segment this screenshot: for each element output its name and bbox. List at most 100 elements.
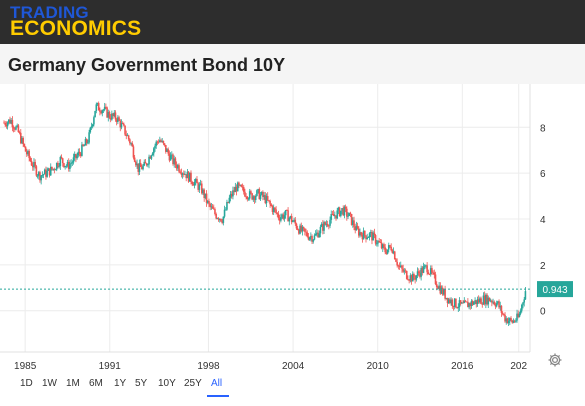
candle-body [482,295,485,305]
candle-body [435,284,438,287]
candle-body [316,232,318,235]
candle-body [94,110,96,118]
candle-body [323,222,325,231]
bond-yield-chart: 0.943 0 2 4 6 8 1985 1991 1998 2004 2010 2016 202 [0,84,573,372]
candle-body [405,270,408,279]
candle-body [403,270,406,272]
candle-body [184,174,186,176]
candle-body [165,145,167,152]
candle-body [16,125,18,127]
brand-logo-line2[interactable]: ECONOMICS [10,17,142,40]
candle-body [33,161,35,168]
candle-body [238,182,240,186]
current-price-badge [537,281,573,298]
candle-body [415,275,418,280]
candle-body [331,213,334,215]
candle-body [329,219,331,226]
candle-body [109,117,112,120]
range-button-1m[interactable]: 1M [66,378,80,389]
candle-body [268,200,270,202]
candle-body [503,313,505,315]
candle-body [344,206,347,209]
candle-body [145,163,148,166]
range-selector [0,374,585,406]
candle-body [426,265,428,273]
candle-body [12,127,15,129]
candle-body [168,153,171,161]
candle-body [289,216,292,218]
candle-body [411,274,414,282]
candle-body [142,165,144,170]
candle-body [143,161,146,166]
range-button-1d[interactable]: 1D [20,378,33,389]
x-tick-label: 1998 [197,361,220,372]
candle-body [336,210,339,219]
candle-body [22,137,24,145]
range-button-6m[interactable]: 6M [89,378,103,389]
candle-body [295,223,298,229]
candle-body [178,165,180,172]
candle-body [21,137,23,144]
candle-body [123,123,125,126]
candle-body [54,169,57,171]
candle-body [280,217,282,221]
candle-body [449,299,451,303]
range-button-all[interactable]: All [211,378,223,389]
candle-body [228,197,231,203]
candle-body [420,267,422,277]
candle-body [464,300,467,302]
candle-body [459,300,462,304]
candle-body [157,141,160,143]
candle-body [221,221,223,223]
candle-body [456,307,458,309]
candle-body [396,261,398,266]
candle-body [114,112,117,120]
candle-body [369,231,372,234]
candle-body [6,122,9,127]
candle-body [209,203,211,207]
candle-body [48,168,51,176]
candle-body [397,265,400,267]
candle-body [190,172,192,182]
candle-body [337,207,340,211]
candle-body [451,299,454,306]
range-button-1w[interactable]: 1W [42,378,57,389]
range-button-25y[interactable]: 25Y [184,378,202,389]
y-tick-label: 2 [540,261,546,272]
candle-body [193,181,196,186]
candle-body [298,229,300,234]
brand-logo-line1[interactable]: TRADING [10,3,89,22]
range-button-5y[interactable]: 5Y [135,378,148,389]
candle-body [224,209,227,211]
range-button-1y[interactable]: 1Y [114,378,127,389]
candle-body [174,158,177,165]
candle-body [294,219,297,224]
candle-body [509,318,511,322]
candle-body [95,104,98,111]
candle-body [387,245,390,250]
candle-body [497,301,499,304]
candle-body [355,225,358,231]
candle-body [359,232,361,236]
candle-body [214,209,216,214]
candle-body [491,300,493,303]
candle-body [17,125,20,133]
candle-body [263,195,265,197]
candle-body [335,215,337,219]
candle-body [87,142,89,144]
range-button-10y[interactable]: 10Y [158,378,176,389]
candle-body [179,171,182,173]
candle-body [127,135,130,140]
candle-body [281,214,283,218]
candle-body [7,119,10,123]
candle-body [93,117,95,125]
gear-icon[interactable] [547,352,563,368]
candle-body [247,198,250,200]
candle-body [429,268,432,275]
candle-body [144,161,147,164]
candle-body [310,236,312,238]
candle-body [113,112,116,117]
candle-body [511,320,514,323]
candle-body [139,162,142,167]
candle-body [166,149,168,152]
